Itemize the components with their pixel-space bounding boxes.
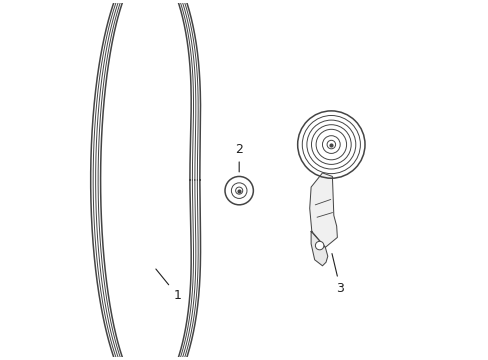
Circle shape	[315, 241, 323, 250]
Text: 1: 1	[156, 269, 181, 302]
Text: 2: 2	[235, 143, 243, 172]
Text: 3: 3	[331, 253, 344, 294]
Polygon shape	[310, 231, 327, 266]
Polygon shape	[309, 173, 337, 247]
